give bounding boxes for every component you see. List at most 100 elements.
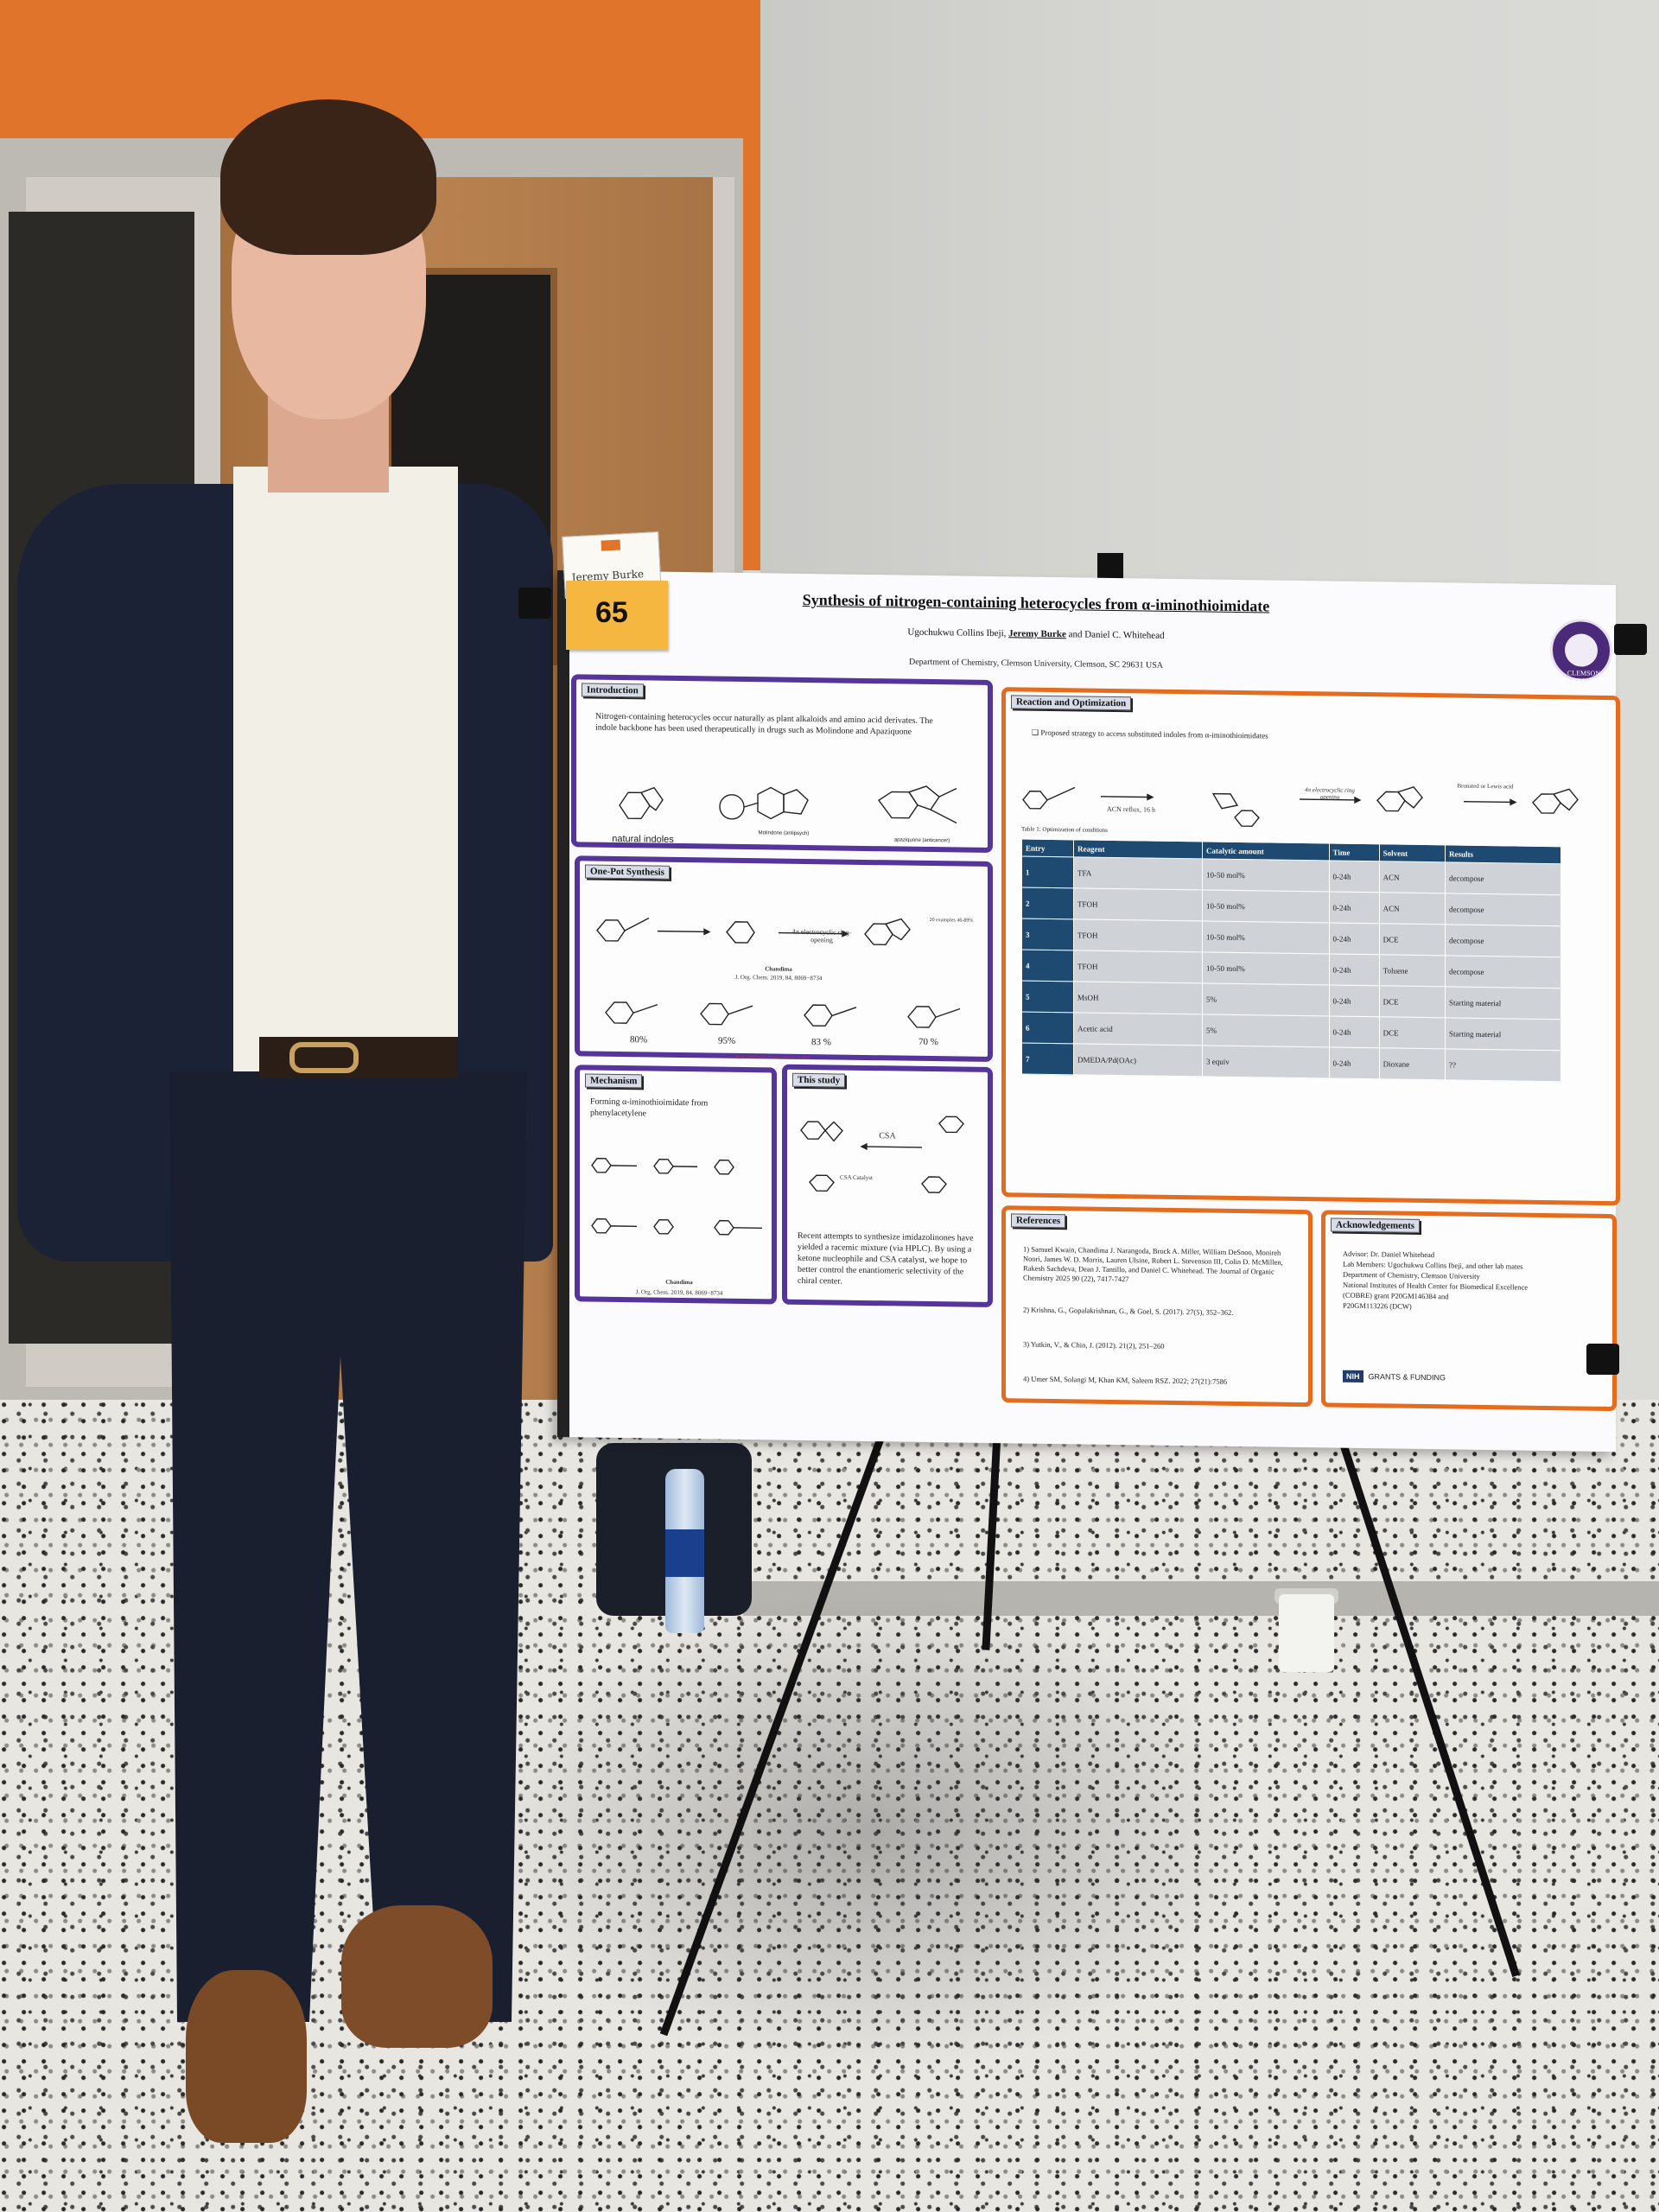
table-cell: 10-50 mol% bbox=[1202, 951, 1330, 985]
reference-3: 3) Yutkin, V., & Chin, J. (2012). 21(2),… bbox=[1023, 1339, 1165, 1351]
table-cell: TFOH bbox=[1073, 950, 1203, 983]
table-cell: 2 bbox=[1021, 887, 1074, 919]
apaziquone-label: apaziquone (anticancer) bbox=[893, 837, 950, 844]
natural-indoles-label: natural indoles bbox=[612, 833, 674, 845]
this-study-panel: This study CSA CSA Catalyst Recent attem… bbox=[782, 1064, 993, 1308]
new-substrates-note: New substrates from current studies bbox=[735, 1054, 810, 1062]
nih-logo-icon: NIH bbox=[1343, 1370, 1363, 1383]
reference-2: 2) Krishna, G., Gopalakrishnan, G., & Go… bbox=[1023, 1305, 1234, 1317]
table-cell: ?? bbox=[1445, 1048, 1561, 1082]
table-cell: decompose bbox=[1445, 893, 1561, 926]
mechanism-citation-name: Chandima bbox=[665, 1278, 693, 1287]
table-cell: decompose bbox=[1445, 955, 1561, 988]
table-cell: 0-24h bbox=[1329, 1015, 1380, 1048]
table-header-cell: Catalytic amount bbox=[1202, 841, 1330, 861]
reaction-heading: Reaction and Optimization bbox=[1011, 695, 1132, 711]
this-study-scheme-icon bbox=[800, 1116, 964, 1193]
table-cell: Dioxane bbox=[1379, 1047, 1446, 1080]
table-cell: 0-24h bbox=[1329, 984, 1380, 1017]
table-cell: 5% bbox=[1202, 1014, 1330, 1047]
this-study-heading: This study bbox=[792, 1072, 846, 1088]
table-cell: 0-24h bbox=[1329, 860, 1380, 893]
table-cell: 0-24h bbox=[1329, 922, 1380, 955]
one-pot-citation-name: Chandima bbox=[765, 965, 792, 973]
table-cell: 7 bbox=[1021, 1043, 1074, 1075]
table-cell: DCE bbox=[1379, 985, 1446, 1018]
binder-clip-top-right bbox=[1614, 624, 1647, 655]
table-row: 7 DMEDA/Pd(OAc) 3 equiv 0-24h Dioxane?? bbox=[1021, 1043, 1561, 1082]
apaziquone-structure-icon bbox=[877, 785, 957, 824]
table-header-cell: Results bbox=[1445, 844, 1561, 864]
molindone-label: Molindone (antipsych) bbox=[758, 830, 810, 837]
yield-1: 80% bbox=[630, 1034, 648, 1046]
table-cell: TFOH bbox=[1073, 887, 1203, 921]
substrates-structures-icon bbox=[605, 1001, 961, 1028]
table-cell: ACN bbox=[1379, 861, 1446, 893]
poster-authors: Ugochukwu Collins Ibeji, Jeremy Burke an… bbox=[907, 626, 1165, 641]
table-cell: TFOH bbox=[1073, 918, 1203, 952]
csa-label: CSA bbox=[879, 1131, 896, 1141]
one-pot-scheme-icon bbox=[596, 917, 911, 946]
reaction-panel: Reaction and Optimization ❑ Proposed str… bbox=[1001, 687, 1620, 1206]
acknowledgements-panel: Acknowledgements Advisor: Dr. Daniel Whi… bbox=[1321, 1210, 1617, 1412]
table-caption: Table 1: Optimization of conditions bbox=[1021, 825, 1108, 834]
mechanism-panel: Mechanism Forming α-iminothioimidate fro… bbox=[575, 1065, 777, 1305]
poster-number: 65 bbox=[595, 596, 628, 629]
reaction-step2: 4π electrocyclic ring opening bbox=[1305, 786, 1355, 801]
reaction-conditions: ACN reflux, 16 h bbox=[1107, 804, 1155, 814]
table-cell: DCE bbox=[1379, 1016, 1446, 1049]
table-cell: ACN bbox=[1379, 892, 1446, 925]
table-header-cell: Time bbox=[1329, 842, 1380, 861]
reaction-strategy-text: Proposed strategy to access substituted … bbox=[1040, 728, 1268, 741]
dress-shirt bbox=[233, 467, 458, 1071]
table-body: 1 TFA 10-50 mol% 0-24h ACN decompose 2 TFOH 10-5… bbox=[1021, 856, 1561, 1082]
table-cell: 5% bbox=[1202, 982, 1330, 1016]
author-1: Ugochukwu Collins Ibeji bbox=[907, 626, 1004, 639]
table-cell: DCE bbox=[1379, 923, 1446, 956]
easel-top-clamp bbox=[1097, 553, 1123, 579]
bottle-label bbox=[665, 1529, 704, 1577]
table-cell: 3 equiv bbox=[1202, 1045, 1330, 1078]
mechanism-citation: J. Org. Chem. 2019, 84, 8069−8734 bbox=[635, 1288, 723, 1297]
reference-1: 1) Samuel Kwain, Chandima J. Narangoda, … bbox=[1023, 1244, 1283, 1284]
table-cell: Starting material bbox=[1445, 986, 1561, 1020]
nih-funding-badge: NIH GRANTS & FUNDING bbox=[1343, 1370, 1446, 1384]
seal-inner bbox=[1565, 633, 1598, 667]
table-cell: 3 bbox=[1021, 918, 1074, 950]
research-poster: Synthesis of nitrogen-containing heteroc… bbox=[557, 570, 1620, 1452]
table-cell: decompose bbox=[1445, 924, 1561, 957]
table-cell: 6 bbox=[1021, 1012, 1074, 1044]
table-cell: TFA bbox=[1073, 856, 1203, 890]
mechanism-heading: Mechanism bbox=[585, 1073, 643, 1089]
mechanism-scheme-icon bbox=[591, 1157, 762, 1236]
acknowledgements-heading: Acknowledgements bbox=[1331, 1217, 1421, 1233]
yield-4: 70 % bbox=[918, 1036, 938, 1048]
reference-4: 4) Umer SM, Solangi M, Khan KM, Saleem R… bbox=[1023, 1374, 1228, 1386]
table-cell: 0-24h bbox=[1329, 891, 1380, 924]
mechanism-text: Forming α-iminothioimidate from phenylac… bbox=[590, 1096, 709, 1119]
introduction-heading: Introduction bbox=[582, 683, 644, 698]
clemson-seal-icon: CLEMSON UNIVERSITY 1889 bbox=[1550, 619, 1612, 685]
table-cell: 10-50 mol% bbox=[1202, 889, 1330, 923]
table-cell: Starting material bbox=[1445, 1017, 1561, 1051]
table-header-cell: Entry bbox=[1021, 839, 1074, 857]
introduction-panel: Introduction Nitrogen-containing heteroc… bbox=[571, 674, 993, 854]
table-cell: 0-24h bbox=[1329, 1046, 1380, 1079]
references-heading: References bbox=[1011, 1213, 1066, 1229]
table-cell: Acetic acid bbox=[1073, 1012, 1203, 1046]
table-cell: 4 bbox=[1021, 950, 1074, 982]
table-cell: 10-50 mol% bbox=[1202, 858, 1330, 892]
one-pot-examples: 20 examples 46-89% bbox=[929, 918, 974, 924]
this-study-text: Recent attempts to synthesize imidazolin… bbox=[798, 1230, 974, 1287]
table-cell: Toluene bbox=[1379, 954, 1446, 987]
introduction-text: Nitrogen-containing heterocycles occur n… bbox=[595, 711, 933, 737]
one-pot-heading: One-Pot Synthesis bbox=[585, 864, 670, 880]
belt-buckle bbox=[289, 1042, 359, 1073]
indole-structure-icon bbox=[619, 786, 664, 820]
easel-shadow bbox=[484, 1590, 1262, 2074]
one-pot-citation: J. Org. Chem. 2019, 84, 8069−8734 bbox=[734, 973, 823, 982]
table-cell: 10-50 mol% bbox=[1202, 920, 1330, 954]
hair bbox=[220, 99, 436, 255]
table-header-cell: Reagent bbox=[1073, 839, 1203, 859]
